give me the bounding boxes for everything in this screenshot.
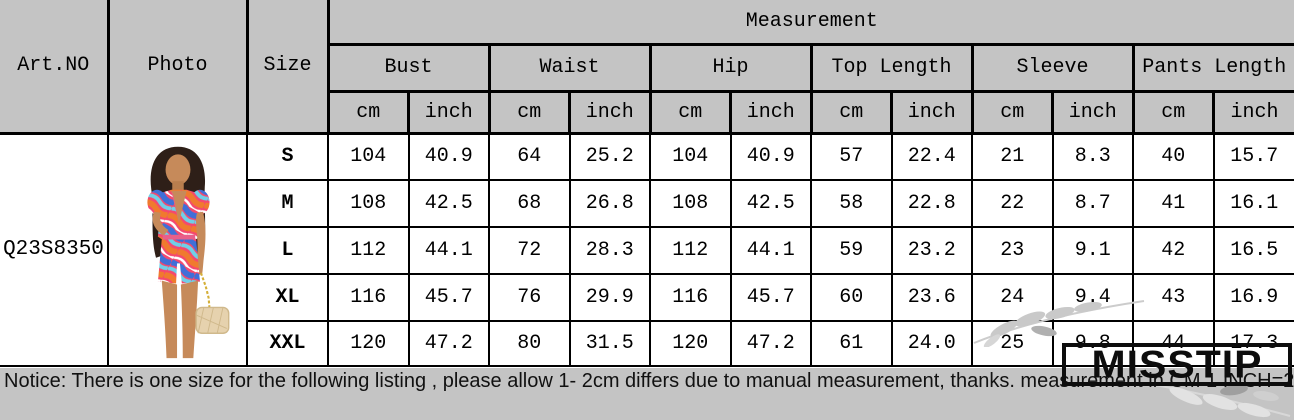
col-header-photo: Photo bbox=[106, 0, 249, 135]
measurement-cell: 47.2 bbox=[729, 320, 812, 367]
measurement-cell: 43 bbox=[1132, 273, 1215, 323]
measurement-cell: 25 bbox=[971, 320, 1054, 367]
header-row-units: cm inch cm inch cm inch cm inch cm inch … bbox=[0, 89, 1294, 135]
group-header-waist: Waist bbox=[487, 42, 652, 93]
unit-header-cm: cm bbox=[487, 89, 571, 135]
measurement-cell: 23.2 bbox=[890, 226, 973, 276]
watermark-box: MISSTIP bbox=[1062, 343, 1292, 386]
measurement-cell: 45.7 bbox=[407, 273, 490, 323]
measurement-cell: 80 bbox=[488, 320, 571, 367]
measurement-cell: 22.8 bbox=[890, 179, 973, 229]
measurement-cell: 16.9 bbox=[1212, 273, 1294, 323]
measurement-cell: 108 bbox=[327, 179, 410, 229]
measurement-cell: 23 bbox=[971, 226, 1054, 276]
measurement-cell: 120 bbox=[327, 320, 410, 367]
measurement-cell: 24.0 bbox=[890, 320, 973, 367]
size-cell: XL bbox=[246, 273, 329, 323]
col-header-size: Size bbox=[245, 0, 330, 135]
table-row-m: M 108 42.5 68 26.8 108 42.5 58 22.8 22 8… bbox=[0, 179, 1294, 229]
measurement-cell: 116 bbox=[327, 273, 410, 323]
measurement-cell: 8.3 bbox=[1051, 131, 1134, 182]
unit-header-cm: cm bbox=[648, 89, 732, 135]
unit-header-inch: inch bbox=[407, 89, 491, 135]
measurement-cell: 40 bbox=[1132, 131, 1215, 182]
measurement-cell: 108 bbox=[649, 179, 732, 229]
measurement-cell: 72 bbox=[488, 226, 571, 276]
measurement-cell: 44.1 bbox=[729, 226, 812, 276]
measurement-cell: 58 bbox=[810, 179, 893, 229]
measurement-cell: 42 bbox=[1132, 226, 1215, 276]
measurement-cell: 40.9 bbox=[407, 131, 490, 182]
unit-header-inch: inch bbox=[1212, 89, 1294, 135]
measurement-cell: 29.9 bbox=[568, 273, 651, 323]
group-header-hip: Hip bbox=[648, 42, 813, 93]
measurement-cell: 104 bbox=[327, 131, 410, 182]
measurement-cell: 61 bbox=[810, 320, 893, 367]
size-cell: M bbox=[246, 179, 329, 229]
measurement-cell: 116 bbox=[649, 273, 732, 323]
measurement-cell: 9.1 bbox=[1051, 226, 1134, 276]
measurement-cell: 59 bbox=[810, 226, 893, 276]
unit-header-inch: inch bbox=[890, 89, 974, 135]
notice-text: Notice: There is one size for the follow… bbox=[0, 368, 1294, 420]
watermark-text: MISSTIP bbox=[1091, 341, 1263, 387]
unit-header-cm: cm bbox=[326, 89, 410, 135]
measurement-cell: 22 bbox=[971, 179, 1054, 229]
measurement-cell: 40.9 bbox=[729, 131, 812, 182]
measurement-cell: 112 bbox=[327, 226, 410, 276]
size-cell: XXL bbox=[246, 320, 329, 367]
measurement-cell: 64 bbox=[488, 131, 571, 182]
measurement-cell: 76 bbox=[488, 273, 571, 323]
measurement-cell: 42.5 bbox=[729, 179, 812, 229]
measurement-cell: 22.4 bbox=[890, 131, 973, 182]
measurement-cell: 120 bbox=[649, 320, 732, 367]
header-row-groups: Bust Waist Hip Top Length Sleeve Pants L… bbox=[0, 42, 1294, 93]
measurement-cell: 104 bbox=[649, 131, 732, 182]
measurement-cell: 15.7 bbox=[1212, 131, 1294, 182]
measurement-cell: 21 bbox=[971, 131, 1054, 182]
unit-header-inch: inch bbox=[729, 89, 813, 135]
product-photo bbox=[111, 140, 244, 361]
col-header-measurement: Measurement bbox=[326, 0, 1294, 46]
measurement-cell: 28.3 bbox=[568, 226, 651, 276]
col-header-art-no: Art.NO bbox=[0, 0, 110, 135]
group-header-sleeve: Sleeve bbox=[970, 42, 1135, 93]
unit-header-inch: inch bbox=[1051, 89, 1135, 135]
measurement-cell: 31.5 bbox=[568, 320, 651, 367]
size-measurement-table: Art.NO Photo Size Measurement Bust Waist… bbox=[0, 0, 1294, 367]
measurement-cell: 41 bbox=[1132, 179, 1215, 229]
group-header-top-length: Top Length bbox=[809, 42, 974, 93]
unit-header-inch: inch bbox=[568, 89, 652, 135]
measurement-cell: 112 bbox=[649, 226, 732, 276]
measurement-cell: 60 bbox=[810, 273, 893, 323]
table-row-s: Q23S8350 bbox=[0, 131, 1294, 367]
group-header-pants-length: Pants Length bbox=[1131, 42, 1294, 93]
measurement-cell: 47.2 bbox=[407, 320, 490, 367]
measurement-cell: 45.7 bbox=[729, 273, 812, 323]
measurement-cell: 8.7 bbox=[1051, 179, 1134, 229]
product-photo-cell bbox=[107, 132, 248, 367]
measurement-cell: 26.8 bbox=[568, 179, 651, 229]
measurement-cell: 57 bbox=[810, 131, 893, 182]
measurement-cell: 23.6 bbox=[890, 273, 973, 323]
size-cell: S bbox=[246, 131, 329, 182]
measurement-cell: 25.2 bbox=[568, 131, 651, 182]
measurement-cell: 24 bbox=[971, 273, 1054, 323]
header-row-measurement: Art.NO Photo Size Measurement bbox=[0, 0, 1294, 135]
unit-header-cm: cm bbox=[1131, 89, 1215, 135]
size-cell: L bbox=[246, 226, 329, 276]
unit-header-cm: cm bbox=[809, 89, 893, 135]
measurement-cell: 16.1 bbox=[1212, 179, 1294, 229]
measurement-cell: 16.5 bbox=[1212, 226, 1294, 276]
group-header-bust: Bust bbox=[326, 42, 491, 93]
measurement-cell: 44.1 bbox=[407, 226, 490, 276]
measurement-cell: 42.5 bbox=[407, 179, 490, 229]
measurement-cell: 9.4 bbox=[1051, 273, 1134, 323]
table-row-l: L 112 44.1 72 28.3 112 44.1 59 23.2 23 9… bbox=[0, 226, 1294, 276]
unit-header-cm: cm bbox=[970, 89, 1054, 135]
measurement-cell: 68 bbox=[488, 179, 571, 229]
art-no-value: Q23S8350 bbox=[0, 132, 109, 367]
